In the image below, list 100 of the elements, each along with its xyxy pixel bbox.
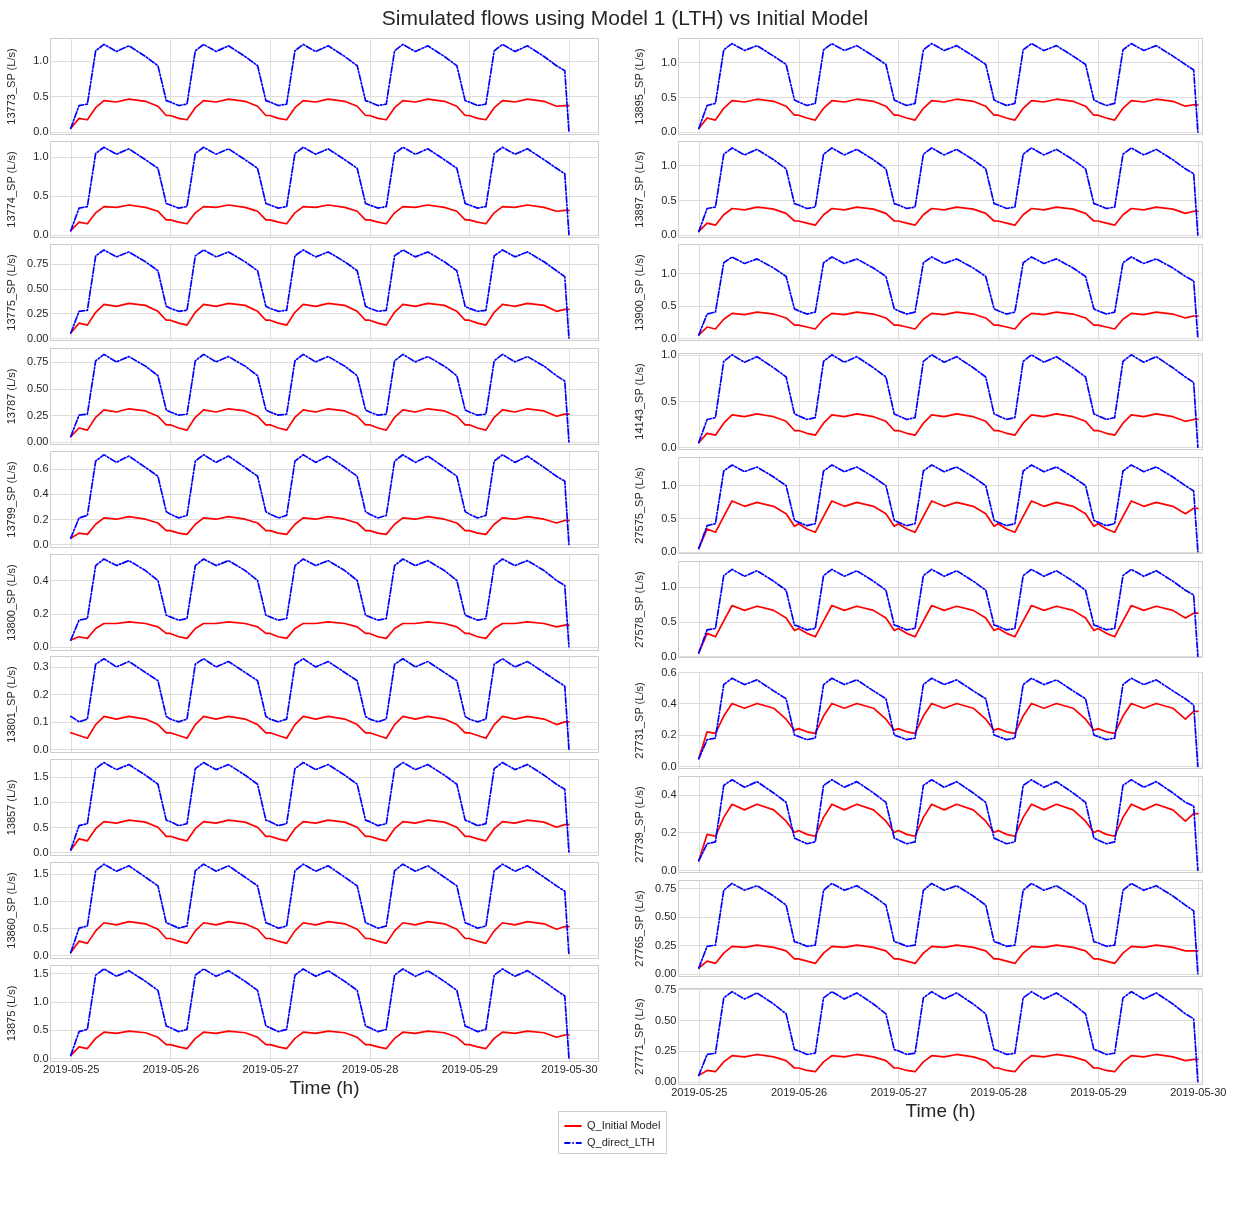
y-tick-label: 1.0 — [661, 580, 677, 593]
y-tick-label: 1.0 — [661, 266, 677, 279]
y-axis-title: 13897_SP (L/s) — [632, 151, 645, 228]
line-series — [69, 146, 570, 236]
y-tick-label: 0.4 — [33, 487, 49, 500]
y-tick-label: 0.4 — [661, 696, 677, 709]
y-tick-label: 0.50 — [655, 910, 677, 923]
line-series — [697, 42, 1199, 133]
y-tick-label: 1.0 — [33, 150, 49, 163]
line-series — [69, 920, 570, 954]
line-series — [69, 1030, 570, 1057]
x-tick-label: 2019-05-28 — [970, 1085, 1027, 1098]
line-series — [697, 311, 1199, 336]
y-tick-label: 0.75 — [655, 881, 677, 894]
y-tick-label: 0.4 — [661, 788, 677, 801]
y-tick-label: 0.0 — [661, 440, 677, 453]
x-tick-label: 2019-05-27 — [870, 1085, 928, 1098]
y-tick-label: 0.0 — [33, 537, 49, 550]
line-series — [697, 568, 1199, 657]
y-tick-label: 0.50 — [655, 1013, 677, 1026]
line-series — [697, 990, 1199, 1083]
y-axis-title: 13773_SP (L/s) — [4, 48, 17, 125]
line-series — [697, 98, 1199, 130]
y-axis-title: 13875 (L/s) — [4, 985, 17, 1042]
y-axis-title: 13900_SP (L/s) — [632, 254, 645, 331]
y-tick-label: 0.0 — [33, 125, 49, 138]
line-series — [69, 621, 570, 641]
y-tick-label: 0.5 — [661, 299, 677, 312]
y-tick-label: 0.25 — [27, 306, 49, 319]
y-axis-title: 13787 (L/s) — [4, 368, 17, 425]
y-tick-label: 1.0 — [661, 348, 677, 361]
x-tick-label: 2019-05-30 — [541, 1062, 598, 1075]
y-tick-label: 0.0 — [33, 228, 49, 241]
y-tick-label: 0.5 — [661, 615, 677, 628]
y-tick-label: 0.2 — [33, 512, 49, 525]
x-tick-label: 2019-05-26 — [142, 1062, 200, 1075]
x-axis-title: Time (h) — [289, 1076, 360, 1098]
line-series — [697, 354, 1199, 448]
y-tick-label: 0.00 — [655, 967, 677, 980]
line-series — [697, 944, 1199, 969]
y-axis-title: 27771_SP (L/s) — [632, 998, 645, 1075]
y-tick-label: 1.5 — [33, 867, 49, 880]
legend-label: Q_Initial Model — [587, 1119, 661, 1131]
y-tick-label: 0.00 — [27, 435, 49, 448]
y-tick-label: 0.5 — [661, 193, 677, 206]
y-axis-title: 13801_SP (L/s) — [4, 666, 17, 743]
line-series — [69, 715, 570, 740]
y-axis-title: 13799_SP (L/s) — [4, 461, 17, 538]
legend-label: Q_direct_LTH — [587, 1136, 655, 1148]
y-tick-label: 0.0 — [661, 331, 677, 344]
x-tick-label: 2019-05-30 — [1170, 1085, 1227, 1098]
y-tick-label: 1.0 — [661, 478, 677, 491]
y-tick-label: 0.1 — [33, 715, 49, 728]
line-series — [697, 256, 1199, 339]
y-tick-label: 0.4 — [33, 573, 49, 586]
y-tick-label: 1.0 — [33, 795, 49, 808]
line-series — [69, 761, 570, 854]
y-tick-label: 0.5 — [33, 921, 49, 934]
line-series — [69, 302, 570, 334]
y-tick-label: 0.0 — [661, 863, 677, 876]
y-tick-label: 0.5 — [33, 189, 49, 202]
x-tick-label: 2019-05-29 — [1070, 1085, 1127, 1098]
line-series — [69, 353, 570, 443]
y-tick-label: 0.0 — [33, 640, 49, 653]
y-tick-label: 0.5 — [33, 820, 49, 833]
y-tick-label: 1.0 — [33, 894, 49, 907]
y-tick-label: 0.5 — [33, 89, 49, 102]
y-tick-label: 0.6 — [661, 665, 677, 678]
line-series — [69, 453, 570, 546]
x-tick-label: 2019-05-25 — [671, 1085, 728, 1098]
y-axis-title: 14143_SP (L/s) — [632, 363, 645, 440]
y-tick-label: 0.2 — [33, 607, 49, 620]
y-axis-title: 13857 (L/s) — [4, 779, 17, 836]
y-tick-label: 0.0 — [661, 649, 677, 662]
y-axis-title: 13895_SP (L/s) — [632, 48, 645, 125]
y-tick-label: 0.5 — [661, 394, 677, 407]
line-series — [69, 863, 570, 957]
y-tick-label: 0.0 — [661, 228, 677, 241]
y-tick-label: 1.0 — [661, 55, 677, 68]
line-series — [697, 778, 1199, 871]
y-tick-label: 1.5 — [33, 770, 49, 783]
y-tick-label: 0.0 — [661, 125, 677, 138]
x-tick-label: 2019-05-26 — [770, 1085, 828, 1098]
line-series — [697, 882, 1199, 975]
y-tick-label: 0.00 — [27, 331, 49, 344]
y-tick-label: 0.25 — [27, 408, 49, 421]
y-axis-title: 27765_SP (L/s) — [632, 890, 645, 967]
y-tick-label: 1.0 — [661, 158, 677, 171]
y-tick-label: 0.50 — [27, 382, 49, 395]
y-tick-label: 0.0 — [661, 759, 677, 772]
y-tick-label: 0.3 — [33, 660, 49, 673]
y-tick-label: 0.00 — [655, 1075, 677, 1088]
y-axis-title: 13860_SP (L/s) — [4, 872, 17, 949]
y-tick-label: 0.0 — [661, 545, 677, 558]
y-tick-label: 0.0 — [33, 742, 49, 755]
y-tick-label: 0.25 — [655, 938, 677, 951]
y-axis-title: 27575_SP (L/s) — [632, 467, 645, 544]
line-series — [69, 204, 570, 232]
y-axis-title: 27739_SP (L/s) — [632, 786, 645, 863]
y-tick-label: 0.75 — [655, 982, 677, 995]
